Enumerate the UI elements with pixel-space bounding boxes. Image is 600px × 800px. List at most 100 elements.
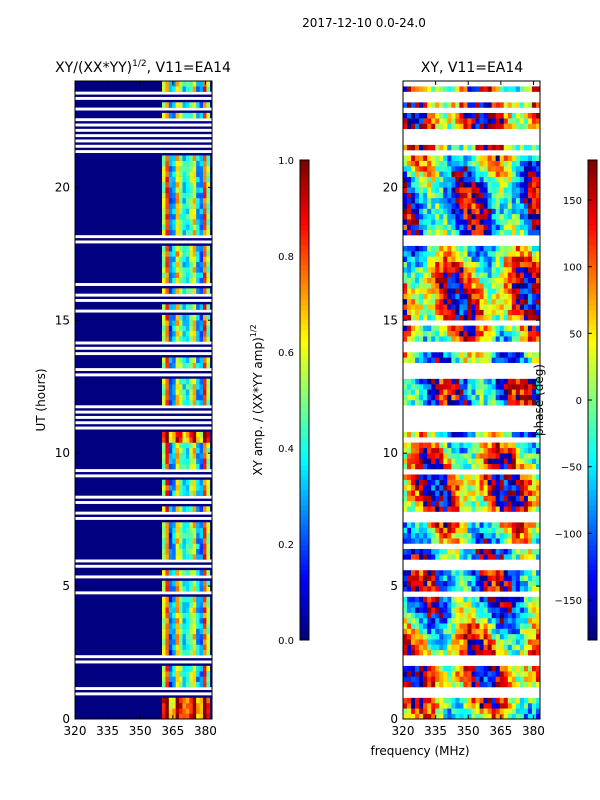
phase-cell bbox=[475, 203, 480, 209]
phase-cell bbox=[411, 378, 416, 385]
phase-cell bbox=[435, 251, 440, 257]
phase-cell bbox=[511, 639, 517, 645]
amplitude-cell bbox=[168, 320, 173, 326]
amplitude-flag-row bbox=[75, 139, 212, 143]
phase-cell bbox=[407, 394, 412, 401]
phase-cell bbox=[511, 703, 517, 709]
amplitude-cell bbox=[179, 490, 183, 496]
amplitude-flag-row bbox=[75, 501, 212, 504]
amplitude-cell bbox=[175, 102, 180, 108]
amplitude-cell bbox=[161, 330, 166, 337]
phase-cell bbox=[455, 697, 460, 704]
phase-cell bbox=[523, 506, 529, 512]
phase-cell bbox=[467, 453, 472, 459]
phase-cell bbox=[483, 384, 488, 390]
colorbar-segment bbox=[588, 495, 597, 501]
amplitude-cell bbox=[199, 485, 204, 491]
amplitude-cell bbox=[182, 570, 187, 576]
phase-cell bbox=[503, 442, 509, 449]
phase-cell bbox=[479, 155, 484, 161]
amplitude-cell bbox=[165, 596, 170, 603]
phase-cell bbox=[475, 554, 480, 560]
amplitude-cell bbox=[182, 522, 187, 528]
amplitude-cell bbox=[179, 713, 183, 720]
phase-cell bbox=[487, 570, 492, 576]
phase-cell bbox=[415, 187, 420, 193]
phase-cell bbox=[447, 463, 452, 470]
phase-cell bbox=[479, 463, 484, 470]
amplitude-heatmap-panel: XY/(XX*YY)1/2, V11=EA14 320 335 350 365 380 … bbox=[34, 59, 231, 738]
amplitude-cell bbox=[179, 665, 183, 672]
phase-cell bbox=[435, 245, 440, 252]
phase-cell bbox=[431, 554, 436, 560]
phase-cell bbox=[483, 506, 488, 512]
phase-cell bbox=[471, 256, 476, 262]
phase-cell bbox=[455, 155, 460, 161]
phase-cell bbox=[479, 203, 484, 209]
phase-cell bbox=[479, 293, 484, 300]
amplitude-cell bbox=[182, 617, 187, 624]
amplitude-cell bbox=[161, 580, 166, 587]
amplitude-cell bbox=[189, 522, 194, 528]
phase-cell bbox=[483, 224, 488, 231]
amplitude-cell bbox=[202, 213, 207, 220]
phase-cell bbox=[447, 203, 452, 209]
phase-cell bbox=[527, 713, 533, 720]
colorbar-segment bbox=[300, 505, 309, 511]
phase-cell bbox=[527, 336, 533, 342]
phase-cell bbox=[483, 213, 488, 220]
colorbar-segment bbox=[300, 475, 309, 481]
phase-cell bbox=[511, 283, 517, 289]
amplitude-cell bbox=[192, 314, 197, 321]
phase-cell bbox=[519, 267, 525, 273]
amplitude-flag-row bbox=[75, 516, 212, 520]
phase-cell bbox=[523, 102, 529, 108]
phase-cell bbox=[495, 256, 501, 262]
amplitude-cell bbox=[202, 479, 207, 486]
amplitude-cell bbox=[161, 229, 166, 236]
phase-cell bbox=[443, 219, 448, 225]
phase-flag-row bbox=[403, 692, 540, 698]
phase-cell bbox=[451, 118, 456, 124]
amplitude-cell bbox=[199, 357, 204, 363]
phase-cell bbox=[467, 187, 472, 193]
phase-cell bbox=[407, 229, 412, 236]
phase-cell bbox=[415, 697, 420, 704]
amplitude-flag-row bbox=[75, 591, 212, 595]
phase-cell bbox=[407, 628, 412, 635]
amplitude-cell bbox=[179, 155, 183, 161]
phase-cell bbox=[475, 176, 480, 183]
phase-cell bbox=[535, 490, 541, 496]
phase-cell bbox=[523, 261, 529, 268]
phase-cell bbox=[415, 277, 420, 284]
amplitude-cell bbox=[192, 219, 197, 225]
phase-cell bbox=[451, 506, 456, 512]
phase-cell bbox=[467, 681, 472, 688]
amplitude-cell bbox=[199, 447, 204, 454]
phase-cell bbox=[511, 586, 517, 592]
phase-cell bbox=[515, 596, 521, 603]
phase-cell bbox=[479, 607, 484, 613]
phase-cell bbox=[467, 155, 472, 161]
phase-cell bbox=[455, 495, 460, 502]
phase-cell bbox=[435, 256, 440, 262]
amplitude-cell bbox=[202, 224, 207, 231]
phase-cell bbox=[407, 197, 412, 204]
phase-cell bbox=[455, 219, 460, 225]
phase-cell bbox=[527, 447, 533, 454]
phase-cell bbox=[407, 309, 412, 316]
phase-cell bbox=[419, 708, 424, 714]
phase-cell bbox=[443, 453, 448, 459]
phase-cell bbox=[531, 644, 537, 651]
phase-cell bbox=[435, 628, 440, 635]
phase-cell bbox=[431, 697, 436, 704]
phase-cell bbox=[479, 192, 484, 199]
amplitude-cell bbox=[165, 586, 170, 592]
phase-cell bbox=[487, 123, 492, 130]
amplitude-cell bbox=[165, 256, 170, 262]
phase-cell bbox=[447, 447, 452, 454]
phase-cell bbox=[455, 538, 460, 544]
phase-cell bbox=[423, 458, 428, 464]
phase-cell bbox=[523, 155, 529, 161]
